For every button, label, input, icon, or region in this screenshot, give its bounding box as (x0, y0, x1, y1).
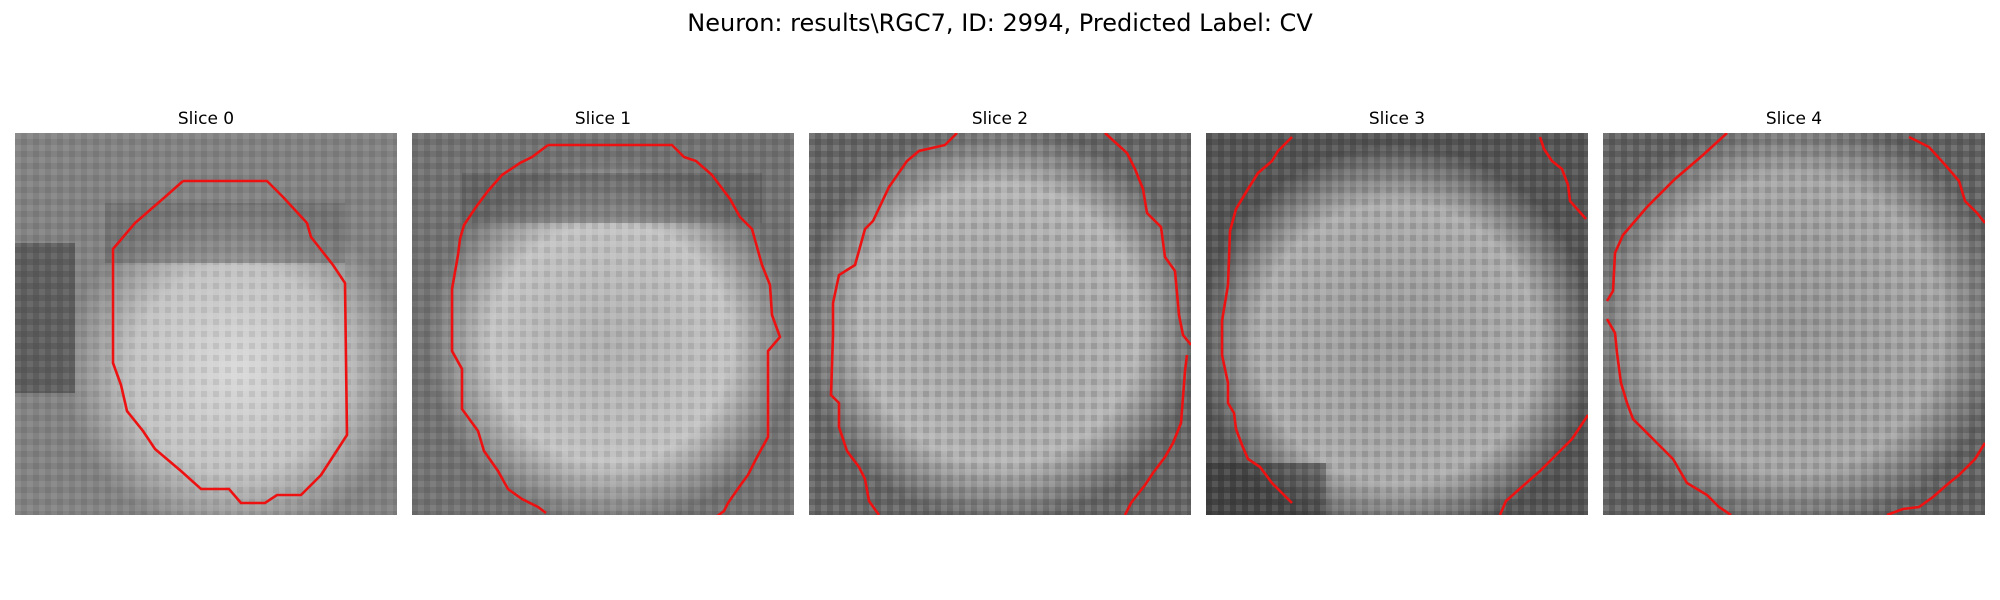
slice-4-contour-left (1605, 318, 1732, 515)
slice-title-1: Slice 1 (574, 109, 632, 129)
slice-panel-1: Slice 1 (412, 108, 794, 515)
slice-2-contour-lower-right (1123, 354, 1189, 515)
slice-3-contour-right (1538, 136, 1587, 220)
slice-image-4 (1603, 133, 1985, 515)
slice-1-noise (412, 133, 794, 515)
slice-4-contour-top-right (1908, 135, 1985, 224)
slice-1-contour-left (450, 143, 549, 515)
slice-4-noise (1603, 133, 1985, 515)
slice-image-3 (1206, 133, 1588, 515)
slice-3-contour-left (1220, 136, 1293, 504)
slice-2-noise (809, 133, 1191, 515)
slice-panel-4: Slice 4 (1603, 108, 1985, 515)
slice-1-contour (548, 143, 782, 515)
slice-0-noise (15, 133, 397, 515)
slice-2-contour-left (829, 133, 958, 515)
slice-panel-2: Slice 2 (809, 108, 1191, 515)
slice-0-contour (111, 179, 349, 505)
slice-title-3: Slice 3 (1368, 109, 1426, 129)
slice-4-contour-top-left (1605, 133, 1728, 302)
slice-image-0 (15, 133, 397, 515)
slice-3-noise (1206, 133, 1588, 515)
slice-title-2: Slice 2 (971, 109, 1029, 129)
slice-title-4: Slice 4 (1765, 109, 1823, 129)
slice-2-contour-right (1104, 133, 1191, 346)
figure-title: Neuron: results\RGC7, ID: 2994, Predicte… (687, 9, 1313, 37)
slice-4-contour-lower-right (1886, 442, 1985, 515)
slice-panel-0: Slice 0 (15, 108, 397, 515)
slice-title-0: Slice 0 (177, 109, 235, 129)
slice-panel-3: Slice 3 (1206, 108, 1588, 515)
slice-image-2 (809, 133, 1191, 515)
slice-image-1 (412, 133, 794, 515)
slice-3-contour-lower-right (1498, 414, 1588, 515)
